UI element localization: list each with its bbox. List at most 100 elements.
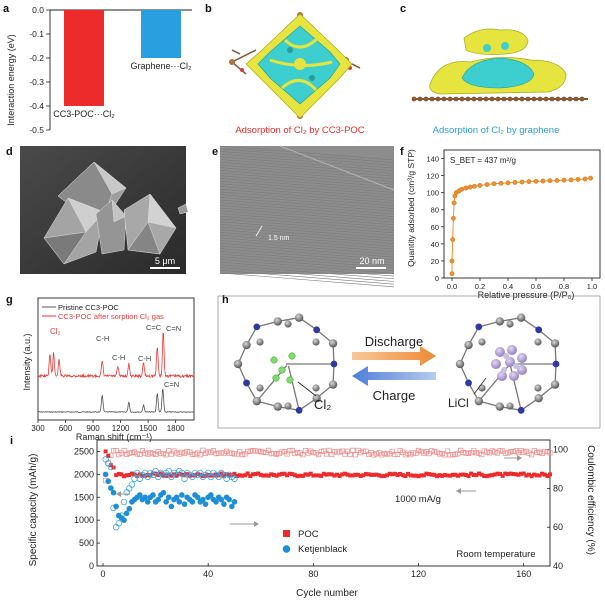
panel-i-yticks: 0 500 1000 1500 2000 2500 — [74, 446, 100, 571]
tem-fringe — [219, 245, 395, 261]
poc-capacity-point — [332, 473, 337, 478]
panel-b-molecule: Adsorption of Cl₂ by CC3-POC — [229, 12, 365, 136]
poc-ce-point — [297, 450, 303, 456]
ketjen-capacity-point — [137, 492, 143, 498]
isotherm-point — [467, 184, 473, 190]
ketjen-capacity-point — [110, 489, 117, 496]
poc-capacity-point — [537, 473, 542, 478]
panel-g-plot-frame — [37, 297, 195, 421]
poc-ce-point — [542, 449, 548, 455]
poc-capacity-point — [221, 474, 226, 479]
poc-ce-point — [210, 448, 216, 454]
poc-ce-point — [271, 450, 277, 457]
panel-i-ytick-label: 2000 — [74, 469, 94, 479]
panel-f-ytick-label: 140 — [426, 155, 439, 164]
carbon-atom — [550, 380, 560, 389]
ketjen-capacity-point — [213, 499, 219, 505]
tem-fringe — [219, 251, 395, 266]
graphene-atom — [465, 96, 471, 102]
graphene-atom — [471, 96, 477, 102]
carbon-atom — [294, 313, 304, 322]
isotherm-point — [547, 178, 553, 184]
ketjen-capacity-point — [165, 494, 172, 501]
tem-fringe — [219, 183, 395, 199]
poc-ce-point — [363, 448, 369, 454]
arrow-head-poc-ce — [517, 455, 522, 461]
panel-f-ytick-label: 20 — [431, 257, 439, 266]
poc-capacity-point — [398, 471, 403, 476]
poc-capacity-point — [429, 472, 434, 477]
ketjen-capacity-point — [105, 478, 112, 485]
nitrogen-atom — [465, 379, 472, 387]
poc-capacity-point — [445, 473, 450, 478]
poc-ce-point — [132, 449, 138, 455]
cl2-pointer — [297, 381, 317, 397]
poc-capacity-point — [306, 472, 311, 477]
poc-capacity-point — [379, 474, 384, 479]
graphene-atom — [477, 96, 483, 102]
panel-f-xtick-label: 0.4 — [503, 282, 513, 291]
poc-ce-point — [260, 449, 266, 455]
tem-fringe — [219, 253, 395, 269]
chlorine-atom — [278, 366, 286, 374]
graphene-atom — [441, 96, 447, 102]
tem-fringe — [219, 151, 395, 166]
bet-annotation: S_BET = 437 m²/g — [450, 156, 516, 165]
poc-ce-point — [326, 447, 332, 453]
poc-capacity-point — [395, 473, 400, 478]
panel-label-c: c — [400, 3, 406, 15]
poc-ce-point — [329, 451, 335, 457]
poc-capacity-point — [524, 473, 529, 478]
poc-ce-point — [331, 449, 337, 455]
poc-capacity-point — [411, 473, 416, 478]
tem-fringe — [219, 199, 395, 215]
ketjen-ce-point — [112, 524, 120, 531]
tem-fringe — [219, 229, 395, 244]
poc-capacity-point — [421, 473, 426, 478]
poc-capacity-point — [274, 473, 279, 478]
isotherm-point — [582, 176, 588, 182]
ketjen-capacity-point — [113, 503, 119, 510]
poc-ce-point — [502, 450, 508, 456]
poc-capacity-point — [308, 471, 313, 476]
panel-a-ytick-label: -0.1 — [29, 29, 44, 39]
poc-ce-point — [189, 451, 195, 458]
panel-g-raman-chart: Intensity (a.u.) Raman shift (cm⁻¹) 300 6… — [22, 297, 195, 442]
tem-fringe — [219, 145, 395, 161]
poc-capacity-point — [521, 471, 526, 476]
ketjen-capacity-point — [144, 499, 151, 505]
poc-ce-point — [124, 451, 130, 457]
legend-label-pristine: Pristine CC3-POC — [58, 303, 119, 312]
poc-ce-point — [529, 452, 535, 458]
poc-capacity-point — [434, 474, 439, 479]
ketjen-capacity-point — [126, 505, 133, 512]
panel-a-ytick-label: -0.5 — [29, 125, 44, 135]
poc-capacity-point — [529, 474, 534, 479]
poc-capacity-point — [342, 471, 347, 476]
panel-f-xticks: 0.0 0.2 0.4 0.6 0.8 1.0 — [447, 278, 597, 291]
poc-capacity-point — [258, 472, 263, 477]
poc-capacity-point — [350, 473, 355, 478]
poc-ce-point — [110, 448, 117, 454]
ketjen-ce-point — [107, 463, 115, 471]
graphene-atom — [429, 96, 435, 102]
poc-ce-point — [434, 449, 440, 455]
poc-ce-point — [358, 450, 364, 456]
carbon-atom — [242, 340, 251, 350]
poc-capacity-point — [374, 472, 379, 477]
panel-h-frame — [217, 295, 601, 429]
poc-capacity-point — [287, 471, 292, 476]
poc-ce-point — [352, 452, 358, 458]
panel-label-i: i — [10, 435, 13, 447]
poc-ce-point — [360, 448, 366, 454]
poc-ce-point — [526, 450, 532, 456]
ketjen-capacity-point — [160, 489, 167, 496]
panel-a-ylabel: Interaction energy (eV) — [6, 34, 16, 126]
poc-capacity-point — [337, 473, 342, 478]
poc-capacity-point — [311, 473, 316, 478]
panel-f-xtick-label: 0.2 — [475, 282, 485, 291]
poc-ce-point — [316, 452, 322, 458]
poc-ce-point — [166, 448, 172, 454]
panel-i-ytick-label: 0 — [89, 561, 94, 571]
poc-ce-point — [484, 449, 490, 455]
